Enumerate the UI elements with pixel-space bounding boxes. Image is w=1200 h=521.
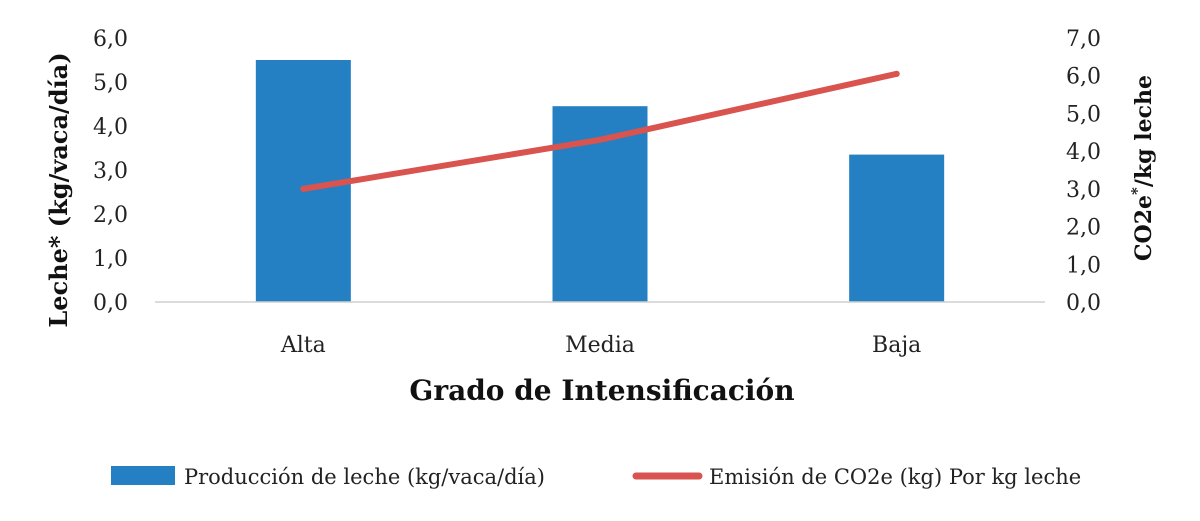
line-point-media — [597, 136, 603, 143]
y-tick-label: 4,0 — [93, 115, 128, 140]
y2-tick-label: 0,0 — [1066, 291, 1101, 316]
y2-tick-label: 2,0 — [1066, 216, 1101, 241]
x-tick-label: Alta — [280, 333, 326, 358]
y2-tick-label: 7,0 — [1066, 27, 1101, 52]
y-tick-label: 2,0 — [93, 203, 128, 228]
legend: Producción de leche (kg/vaca/día) Emisió… — [111, 465, 1081, 489]
y2-tick-label: 3,0 — [1066, 178, 1101, 203]
line-point-baja — [893, 70, 900, 77]
y-tick-label: 5,0 — [93, 71, 128, 96]
y-tick-label: 1,0 — [93, 247, 128, 272]
y2-tick-label: 5,0 — [1066, 102, 1101, 127]
legend-swatch-bar — [111, 466, 175, 485]
y2-tick-label: 1,0 — [1066, 253, 1101, 278]
y-axis-title: Leche* (kg/vaca/día) — [44, 52, 73, 327]
y-tick-label: 3,0 — [93, 159, 128, 184]
bar-media — [552, 106, 648, 302]
x-tick-label: Baja — [872, 333, 921, 358]
legend-label-line: Emisión de CO2e (kg) Por kg leche — [709, 465, 1081, 489]
y2-tick-label: 4,0 — [1066, 140, 1101, 165]
y-tick-label: 0,0 — [93, 291, 128, 316]
line-point-alta — [300, 185, 307, 192]
bar-baja — [849, 154, 945, 302]
x-axis-title: Grado de Intensificación — [409, 374, 794, 407]
legend-label-bar: Producción de leche (kg/vaca/día) — [184, 465, 545, 489]
y2-tick-label: 6,0 — [1066, 65, 1101, 90]
x-ticks: Alta Media Baja — [280, 333, 921, 358]
y2-axis-title: CO2e*/kg leche — [1128, 75, 1157, 261]
y-tick-label: 6,0 — [93, 27, 128, 52]
line-series — [300, 70, 900, 192]
right-y-ticks: 0,0 1,0 2,0 3,0 4,0 5,0 6,0 7,0 — [1066, 27, 1101, 316]
x-tick-label: Media — [565, 333, 635, 358]
left-y-ticks: 0,0 1,0 2,0 3,0 4,0 5,0 6,0 — [93, 27, 128, 316]
